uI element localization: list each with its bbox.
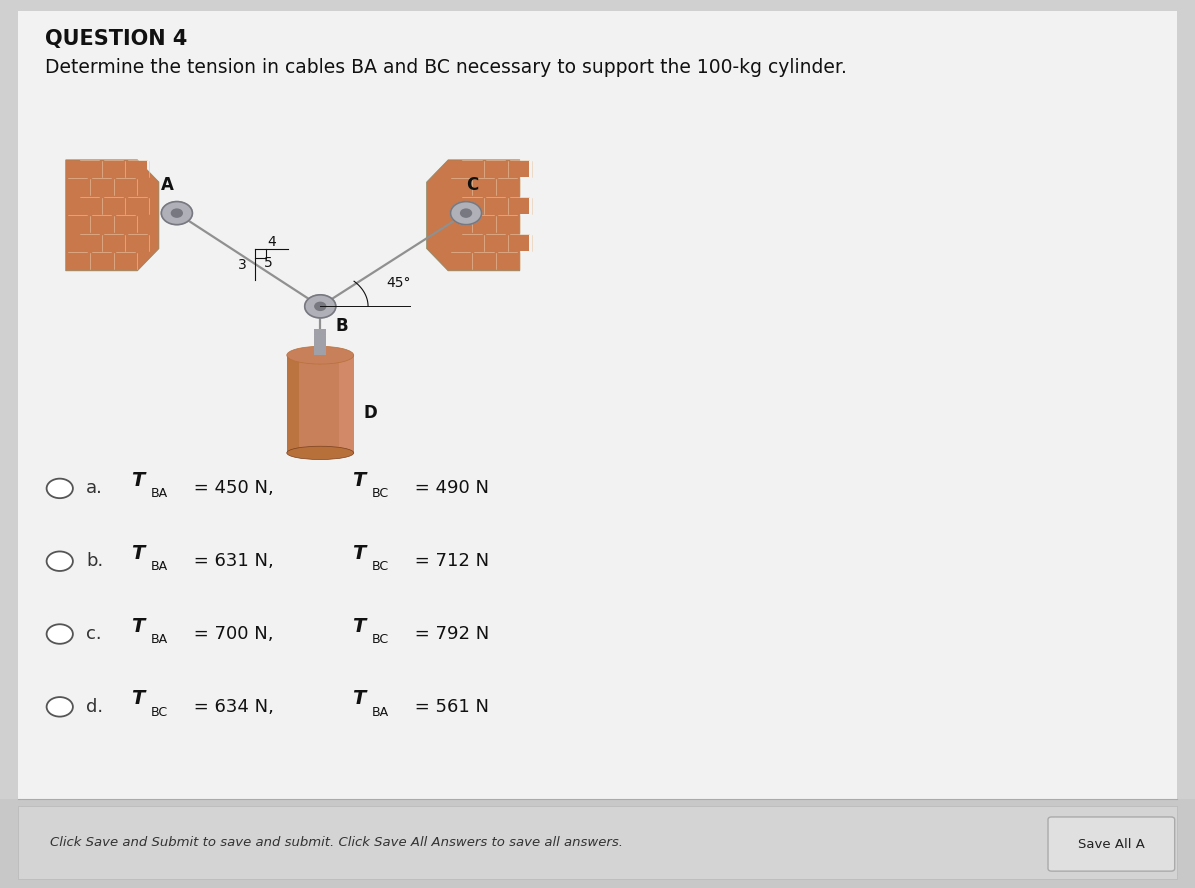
- Text: T: T: [131, 689, 145, 709]
- Ellipse shape: [287, 446, 354, 460]
- Text: T: T: [131, 616, 145, 636]
- FancyBboxPatch shape: [18, 11, 1177, 804]
- FancyBboxPatch shape: [462, 198, 482, 214]
- Text: Determine the tension in cables BA and BC necessary to support the 100-kg cylind: Determine the tension in cables BA and B…: [45, 58, 847, 76]
- FancyBboxPatch shape: [462, 161, 482, 177]
- Text: Save All A: Save All A: [1078, 838, 1145, 851]
- FancyBboxPatch shape: [338, 355, 354, 453]
- Text: C: C: [466, 176, 478, 194]
- FancyBboxPatch shape: [451, 217, 470, 232]
- FancyBboxPatch shape: [510, 161, 529, 177]
- FancyBboxPatch shape: [128, 198, 147, 214]
- Text: BC: BC: [151, 706, 167, 718]
- FancyBboxPatch shape: [104, 234, 123, 250]
- Circle shape: [314, 302, 326, 311]
- FancyBboxPatch shape: [498, 217, 517, 232]
- Text: = 712 N: = 712 N: [409, 552, 489, 570]
- Text: 45°: 45°: [386, 276, 411, 290]
- FancyBboxPatch shape: [104, 198, 123, 214]
- Text: B: B: [336, 317, 349, 335]
- Circle shape: [171, 209, 183, 218]
- Circle shape: [305, 295, 336, 318]
- Text: 4: 4: [266, 234, 276, 249]
- Text: a.: a.: [86, 480, 103, 497]
- FancyBboxPatch shape: [451, 253, 470, 269]
- Text: BA: BA: [151, 633, 167, 646]
- Text: c.: c.: [86, 625, 102, 643]
- Text: = 490 N: = 490 N: [409, 480, 489, 497]
- FancyBboxPatch shape: [68, 217, 87, 232]
- Text: b.: b.: [86, 552, 103, 570]
- Circle shape: [47, 697, 73, 717]
- Polygon shape: [427, 160, 520, 271]
- FancyBboxPatch shape: [1048, 817, 1175, 871]
- FancyBboxPatch shape: [116, 217, 135, 232]
- FancyBboxPatch shape: [80, 161, 99, 177]
- FancyBboxPatch shape: [92, 217, 111, 232]
- Text: Click Save and Submit to save and submit. Click Save All Answers to save all ans: Click Save and Submit to save and submit…: [50, 836, 623, 849]
- FancyBboxPatch shape: [486, 234, 505, 250]
- Circle shape: [47, 551, 73, 571]
- FancyBboxPatch shape: [68, 179, 87, 195]
- FancyBboxPatch shape: [18, 806, 1177, 879]
- FancyBboxPatch shape: [314, 329, 326, 355]
- Text: T: T: [131, 471, 145, 490]
- FancyBboxPatch shape: [0, 799, 1195, 888]
- FancyBboxPatch shape: [486, 161, 505, 177]
- Circle shape: [451, 202, 482, 225]
- Text: 3: 3: [238, 258, 247, 272]
- Text: BC: BC: [372, 488, 388, 500]
- Circle shape: [47, 624, 73, 644]
- Text: BC: BC: [372, 560, 388, 573]
- FancyBboxPatch shape: [92, 179, 111, 195]
- Text: = 631 N,: = 631 N,: [188, 552, 274, 570]
- Text: BA: BA: [372, 706, 388, 718]
- FancyBboxPatch shape: [474, 179, 494, 195]
- FancyBboxPatch shape: [474, 253, 494, 269]
- Text: BA: BA: [151, 488, 167, 500]
- FancyBboxPatch shape: [510, 198, 529, 214]
- Text: = 792 N: = 792 N: [409, 625, 489, 643]
- FancyBboxPatch shape: [451, 179, 470, 195]
- FancyBboxPatch shape: [116, 179, 135, 195]
- FancyBboxPatch shape: [80, 198, 99, 214]
- FancyBboxPatch shape: [68, 253, 87, 269]
- FancyBboxPatch shape: [104, 161, 123, 177]
- Text: = 450 N,: = 450 N,: [188, 480, 274, 497]
- FancyBboxPatch shape: [486, 198, 505, 214]
- FancyBboxPatch shape: [80, 234, 99, 250]
- FancyBboxPatch shape: [128, 161, 147, 177]
- Text: T: T: [353, 616, 366, 636]
- Text: D: D: [363, 404, 378, 422]
- Text: = 634 N,: = 634 N,: [188, 698, 274, 716]
- FancyBboxPatch shape: [510, 234, 529, 250]
- Polygon shape: [66, 160, 159, 271]
- FancyBboxPatch shape: [128, 234, 147, 250]
- FancyBboxPatch shape: [287, 355, 354, 453]
- FancyBboxPatch shape: [287, 355, 299, 453]
- FancyBboxPatch shape: [498, 253, 517, 269]
- Text: = 700 N,: = 700 N,: [188, 625, 274, 643]
- FancyBboxPatch shape: [498, 179, 517, 195]
- Text: d.: d.: [86, 698, 103, 716]
- Text: BC: BC: [372, 633, 388, 646]
- FancyBboxPatch shape: [116, 253, 135, 269]
- Circle shape: [47, 479, 73, 498]
- Text: A: A: [161, 176, 173, 194]
- Text: T: T: [353, 471, 366, 490]
- Text: QUESTION 4: QUESTION 4: [45, 29, 188, 50]
- FancyBboxPatch shape: [462, 234, 482, 250]
- FancyBboxPatch shape: [474, 217, 494, 232]
- Text: = 561 N: = 561 N: [409, 698, 489, 716]
- Text: T: T: [131, 543, 145, 563]
- Circle shape: [161, 202, 192, 225]
- FancyBboxPatch shape: [92, 253, 111, 269]
- Circle shape: [460, 209, 472, 218]
- Text: BA: BA: [151, 560, 167, 573]
- Text: T: T: [353, 689, 366, 709]
- Text: 5: 5: [264, 256, 272, 270]
- Text: T: T: [353, 543, 366, 563]
- Ellipse shape: [287, 346, 354, 364]
